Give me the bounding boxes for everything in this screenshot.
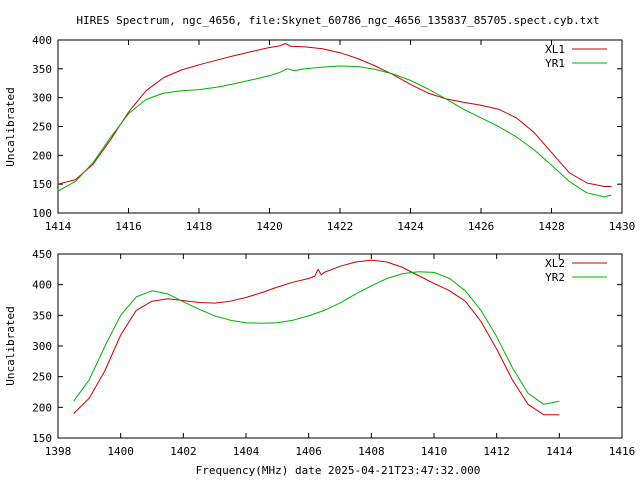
top-x-tick-label: 1424 xyxy=(397,220,424,233)
series-xl1-line xyxy=(57,43,612,187)
bottom-y-tick-label: 350 xyxy=(32,309,52,322)
top-y-axis-label: Uncalibrated xyxy=(4,87,17,166)
top-y-tick-label: 150 xyxy=(32,178,52,191)
bottom-x-tick-label: 1398 xyxy=(45,445,72,458)
top-y-tick-label: 250 xyxy=(32,121,52,134)
top-x-tick-label: 1416 xyxy=(115,220,142,233)
bottom-y-tick-label: 150 xyxy=(32,432,52,445)
bottom-y-tick-label: 200 xyxy=(32,401,52,414)
bottom-y-tick-label: 300 xyxy=(32,340,52,353)
bottom-x-tick-label: 1416 xyxy=(609,445,636,458)
bottom-x-tick-label: 1400 xyxy=(107,445,134,458)
top-x-tick-label: 1414 xyxy=(45,220,72,233)
top-x-tick-label: 1426 xyxy=(468,220,495,233)
bottom-x-axis-label: Frequency(MHz) date 2025-04-21T23:47:32.… xyxy=(196,464,481,477)
bottom-chart: 1398 1400 1402 1404 1406 1408 1410 1412 1414 1416… xyxy=(4,248,635,477)
top-y-tick-label: 400 xyxy=(32,34,52,47)
bottom-x-tick-label: 1410 xyxy=(421,445,448,458)
top-y-tick-label: 200 xyxy=(32,149,52,162)
chart-title: HIRES Spectrum, ngc_4656, file:Skynet_60… xyxy=(76,14,599,27)
bottom-y-tick-label: 450 xyxy=(32,248,52,261)
legend-xl2-label: XL2 xyxy=(545,257,565,270)
top-chart: 1414 1416 1418 1420 1422 1424 1426 1428 1430 100 1… xyxy=(4,34,635,233)
top-y-tick-label: 350 xyxy=(32,63,52,76)
legend-xl1-label: XL1 xyxy=(545,43,565,56)
bottom-x-tick-label: 1404 xyxy=(233,445,260,458)
top-y-tick-label: 300 xyxy=(32,92,52,105)
top-y-tick-label: 100 xyxy=(32,207,52,220)
bottom-y-tick-label: 250 xyxy=(32,371,52,384)
bottom-x-tick-label: 1406 xyxy=(295,445,322,458)
legend-yr1-label: YR1 xyxy=(545,57,565,70)
legend-yr2-label: YR2 xyxy=(545,271,565,284)
series-yr1-line xyxy=(57,65,612,198)
top-x-tick-label: 1428 xyxy=(538,220,565,233)
top-x-tick-label: 1418 xyxy=(186,220,213,233)
bottom-x-tick-label: 1414 xyxy=(546,445,573,458)
bottom-x-tick-label: 1412 xyxy=(483,445,510,458)
top-x-tick-label: 1420 xyxy=(256,220,283,233)
series-xl2-line xyxy=(73,259,560,416)
bottom-y-axis-label: Uncalibrated xyxy=(4,306,17,385)
bottom-y-tick-label: 400 xyxy=(32,279,52,292)
top-x-tick-label: 1430 xyxy=(609,220,636,233)
top-x-tick-label: 1422 xyxy=(327,220,354,233)
bottom-x-tick-label: 1402 xyxy=(170,445,197,458)
series-yr2-line xyxy=(73,271,560,405)
bottom-x-tick-label: 1408 xyxy=(358,445,385,458)
